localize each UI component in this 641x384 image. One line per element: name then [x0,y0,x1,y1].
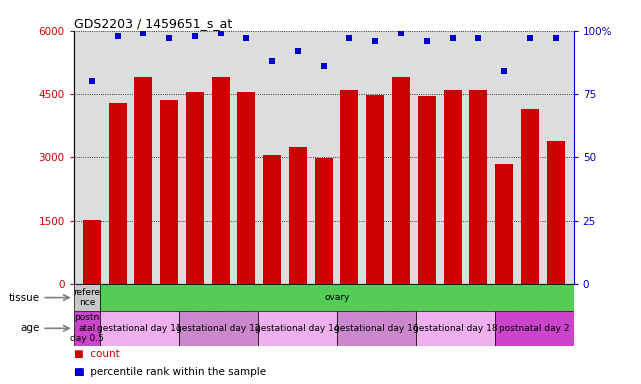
Point [112,33,122,39]
Text: ovary: ovary [324,293,349,302]
Point [190,33,200,39]
Point [241,35,251,41]
Point [499,68,509,74]
Bar [100,311,179,346]
Point [319,63,329,69]
Bar [392,77,410,284]
Bar [179,311,258,346]
Text: age: age [20,323,40,333]
Text: gestational day 16: gestational day 16 [334,324,419,333]
Text: postnatal day 2: postnatal day 2 [499,324,569,333]
Point [138,30,149,36]
Bar [263,156,281,284]
Text: ■  count: ■ count [74,349,119,359]
Bar [134,77,153,284]
Bar [83,220,101,284]
Bar [108,103,126,284]
Bar [418,96,436,284]
Bar [340,90,358,284]
Point [370,38,380,44]
Bar [469,90,487,284]
Bar [289,147,307,284]
Bar [74,311,100,346]
Point [344,35,354,41]
Point [551,35,561,41]
Text: gestational day 18: gestational day 18 [413,324,497,333]
Point [473,35,483,41]
Text: refere
nce: refere nce [73,288,101,307]
Point [164,35,174,41]
Bar [186,92,204,284]
Bar [495,164,513,284]
Bar [160,101,178,284]
Bar [337,311,416,346]
Text: tissue: tissue [8,293,40,303]
Text: gestational day 14: gestational day 14 [255,324,340,333]
Bar [444,90,462,284]
Bar [495,311,574,346]
Point [525,35,535,41]
Text: gestational day 12: gestational day 12 [176,324,261,333]
Bar [315,158,333,284]
Text: ■: ■ [74,366,83,377]
Bar [212,77,229,284]
Bar [237,92,255,284]
Point [267,58,278,64]
Text: postn
atal
day 0.5: postn atal day 0.5 [70,313,104,343]
Point [396,30,406,36]
Bar [521,109,539,284]
Bar [416,311,495,346]
Point [422,38,432,44]
Text: gestational day 11: gestational day 11 [97,324,182,333]
Point [447,35,458,41]
Bar [74,284,100,311]
Text: ■  percentile rank within the sample: ■ percentile rank within the sample [74,366,266,377]
Point [87,78,97,84]
Text: GDS2203 / 1459651_s_at: GDS2203 / 1459651_s_at [74,17,232,30]
Bar [258,311,337,346]
Bar [547,141,565,284]
Point [293,48,303,54]
Bar [366,95,384,284]
Point [215,30,226,36]
